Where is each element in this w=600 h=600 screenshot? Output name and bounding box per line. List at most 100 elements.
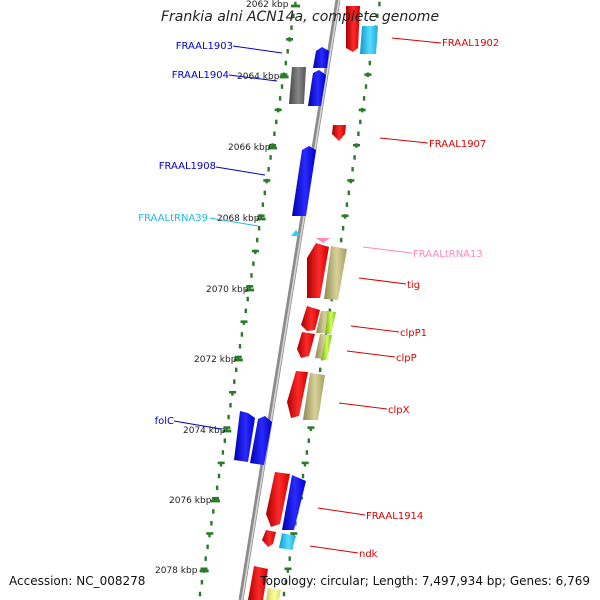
- kbp-major-tick: [233, 358, 243, 362]
- gene-folc-feature[interactable]: [234, 411, 272, 465]
- kbp-major-tick: [279, 75, 289, 79]
- kbp-major-tick: [268, 146, 278, 150]
- minor-scale-dash: [364, 73, 372, 76]
- tick-dot: [235, 367, 238, 373]
- accession-text: Accession: NC_008278: [9, 574, 146, 588]
- genome-backbone-highlight: [241, 0, 340, 600]
- gene-fraal1903-feature[interactable]: [313, 47, 329, 68]
- gene-fraal1908-feature[interactable]: [292, 146, 316, 216]
- minor-scale-dash: [341, 214, 349, 218]
- tick-dot: [233, 379, 236, 384]
- gene-label-fraal1902[interactable]: FRAAL1902: [442, 38, 499, 49]
- tick-dot: [378, 1, 381, 7]
- tick-dot: [221, 450, 225, 455]
- scale-label-2074: 2074 kbp: [183, 426, 226, 436]
- minor-scale-dash: [274, 108, 282, 112]
- minor-scale-dash: [290, 532, 298, 535]
- tick-dot: [341, 226, 345, 231]
- gene-tig-feature[interactable]: [307, 243, 347, 300]
- gene-ndk-feature[interactable]: [262, 530, 296, 550]
- tick-dot: [210, 521, 213, 526]
- tick-dot: [351, 167, 354, 172]
- gene-label-fraal1908[interactable]: FRAAL1908: [159, 161, 216, 172]
- tick-dot: [263, 190, 266, 196]
- tick-dot: [278, 96, 282, 101]
- gene-label-clpp1[interactable]: clpP1: [400, 328, 427, 339]
- tick-dot: [292, 13, 295, 19]
- tick-dot: [240, 332, 244, 337]
- gene-fraal1902-feature[interactable]: [346, 6, 378, 54]
- gene-label-clpx[interactable]: clpX: [388, 405, 410, 416]
- tick-dot: [324, 332, 328, 337]
- gene-label-fraaltrna13[interactable]: FRAALtRNA13: [413, 249, 483, 260]
- minor-scale-dash: [358, 108, 366, 112]
- map-title: Frankia alni ACN14a, complete genome: [160, 9, 440, 25]
- scale-label-2078: 2078 kbp: [155, 566, 198, 576]
- minor-scale-dash: [257, 214, 265, 218]
- gene-fraal1914-feature[interactable]: [266, 472, 306, 530]
- tick-dot: [269, 155, 272, 160]
- minor-scale-dash: [229, 391, 237, 394]
- kbp-major-tick: [245, 288, 255, 292]
- scale-label-2076: 2076 kbp: [169, 496, 212, 506]
- leader-lines: [173, 37, 442, 554]
- tick-dot: [301, 473, 305, 479]
- gene-label-fraal1904[interactable]: FRAAL1904: [172, 70, 229, 81]
- minor-scale-dash: [307, 426, 315, 429]
- tick-dot: [288, 556, 291, 561]
- tick-dot: [362, 96, 366, 101]
- minor-scale-dash: [251, 249, 259, 253]
- gene-label-fraal1914[interactable]: FRAAL1914: [366, 511, 423, 522]
- tick-dot: [208, 532, 211, 538]
- tick-dot: [340, 237, 343, 243]
- tick-dot: [328, 308, 331, 314]
- gene-label-clpp[interactable]: clpP: [396, 353, 417, 364]
- minor-scale-dash: [269, 143, 276, 147]
- tick-dot: [357, 131, 360, 136]
- minor-scale-dash: [284, 567, 292, 571]
- gene-fraal1907-feature[interactable]: [332, 125, 346, 141]
- kbp-scale-ticks: [199, 4, 378, 573]
- gene-bottom-partial-feature[interactable]: [248, 566, 281, 600]
- gene-clpx-feature[interactable]: [287, 371, 325, 420]
- tick-dot: [212, 509, 215, 514]
- gene-fraaltrna39-feature[interactable]: [291, 230, 301, 236]
- tick-dot: [286, 568, 289, 573]
- tick-dot: [223, 438, 226, 443]
- gene-fraal1904-feature[interactable]: [289, 67, 326, 106]
- tick-dot: [284, 60, 287, 66]
- tick-dot: [345, 202, 349, 207]
- gene-label-fraal1903[interactable]: FRAAL1903: [176, 41, 233, 52]
- minor-scale-dash: [200, 567, 208, 571]
- gene-label-ndk[interactable]: ndk: [359, 549, 378, 560]
- tick-dot: [359, 119, 362, 125]
- kbp-major-tick: [222, 429, 232, 433]
- gene-fraaltrna13-feature[interactable]: [316, 238, 330, 243]
- tick-dot: [353, 155, 356, 160]
- tick-dot: [294, 1, 297, 7]
- minor-scale-dash: [280, 73, 288, 76]
- tick-dot: [273, 131, 276, 136]
- tick-dot: [200, 580, 204, 585]
- minor-scale-dash: [217, 461, 225, 465]
- tick-dot: [246, 296, 249, 302]
- tick-dot: [206, 544, 209, 550]
- gene-label-tig[interactable]: tig: [407, 280, 420, 291]
- gene-label-folc[interactable]: folC: [155, 416, 174, 427]
- gene-label-fraaltrna39[interactable]: FRAALtRNA39: [138, 213, 208, 224]
- gene-label-fraal1907[interactable]: FRAAL1907: [429, 139, 486, 150]
- scale-label-2062: 2062 kbp: [246, 0, 289, 10]
- minor-scale-dash: [301, 461, 309, 465]
- gene-clpp-feature[interactable]: [297, 332, 332, 360]
- gene-clpp1-feature[interactable]: [301, 306, 336, 334]
- minor-scale-dash: [234, 355, 242, 359]
- tick-dot: [364, 84, 368, 89]
- kbp-major-tick: [211, 499, 220, 503]
- scale-label-2066: 2066 kbp: [228, 143, 271, 153]
- tick-dot: [261, 202, 265, 207]
- tick-dot: [280, 84, 284, 89]
- scale-label-2068: 2068 kbp: [217, 214, 260, 224]
- tick-dot: [286, 49, 289, 54]
